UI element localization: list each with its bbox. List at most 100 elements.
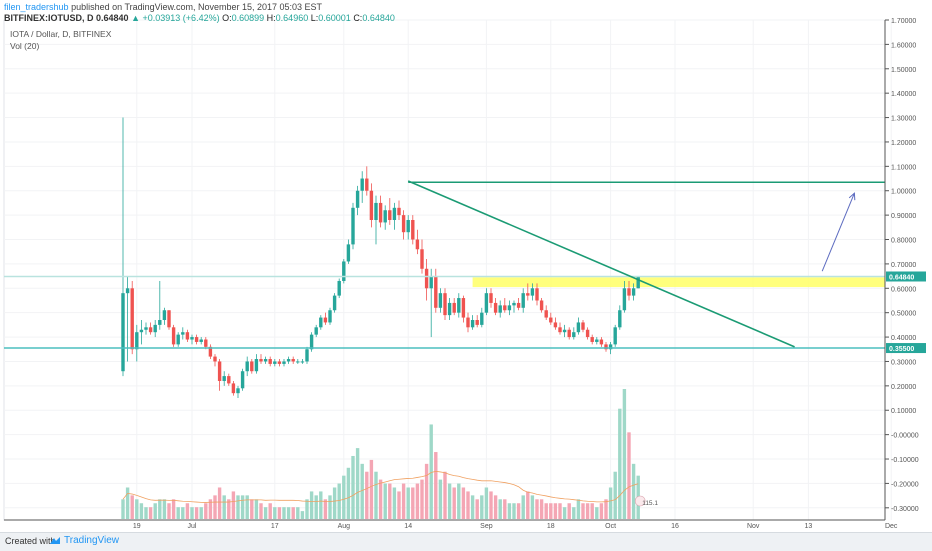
candle-body [512,302,516,306]
candle-body [608,344,613,350]
candle-body [254,359,259,372]
candle-body [332,295,337,311]
candle-body [636,276,640,289]
volume-bar [194,507,199,519]
candle-body [438,293,443,308]
volume-bar [392,487,397,519]
candle-body [369,190,374,220]
projection-arrow [821,192,855,272]
volume-bar [401,483,406,519]
candle-body [572,332,576,338]
volume-bar [604,499,608,519]
open-value: 0.60899 [231,13,265,23]
volume-bar [507,503,512,519]
y-tick-label: 0.20000 [891,384,916,391]
volume-bar [484,487,489,519]
candle-body [411,220,415,240]
volume-bar [613,471,617,519]
published-text: published on TradingView.com, November 1… [71,2,323,12]
price-chart[interactable]: 115.1 1.70000 1.60000 1.50000 1.40000 1.3000… [0,0,932,532]
y-tick-label: 0.50000 [891,311,916,318]
x-tick-label: Sep [480,523,493,530]
volume-bar [208,499,213,519]
drawn-lines: 115.1 [4,180,885,507]
volume-bar [595,507,599,519]
volume-bar [245,495,249,519]
volume-bar [631,463,636,519]
volume-bar [268,503,272,519]
flag-icon [634,495,646,507]
candle-body [323,317,328,323]
candle-body [613,327,617,345]
author-link[interactable]: filen_tradershub [4,2,69,12]
volume-bar [627,432,631,519]
volume-bar [383,483,387,519]
candle-body [125,288,130,294]
candle-body [144,327,148,330]
candle-body [424,268,429,289]
volume-bar [581,503,585,519]
volume-bar [544,503,548,519]
volume-bar [254,499,259,519]
candle-body [631,288,636,296]
candle-body [190,337,194,340]
volume-bar [498,499,502,519]
candle-body [268,359,272,364]
published-line: filen_tradershub published on TradingVie… [4,2,322,12]
volume-bar [466,491,470,519]
volume-bar [424,463,429,519]
candle-body [305,349,309,362]
candle-body [590,337,594,342]
volume-bar [314,495,318,519]
x-tick-label: 13 [805,523,813,530]
candle-body [231,383,236,394]
volume-bar [337,483,341,519]
candle-body [562,329,567,333]
x-axis: 19 Jul 17 Aug 14 Sep 18 Oct 16 Nov 13 Dec [4,519,898,530]
arrow-head [848,192,856,201]
candle-body [595,339,599,342]
volume-bar [470,495,475,519]
candle-body [185,332,190,340]
candle-body [503,305,507,311]
x-tick-label: Nov [747,523,760,530]
tradingview-link[interactable]: TradingView [64,535,120,546]
volume-bar [282,507,286,519]
candle-body [553,322,558,328]
candles [121,117,640,399]
candle-body [162,310,167,320]
candle-body [429,276,433,289]
candle-body [346,244,351,262]
volume-bar [121,499,125,519]
candle-body [286,359,291,362]
volume-bar [434,452,438,519]
candle-body [227,376,231,384]
candle-body [489,293,493,303]
candle-body [581,322,585,330]
candle-body [355,190,360,208]
candle-body [415,239,420,250]
volume-bar [365,471,369,519]
candle-body [388,210,392,220]
volume-bar [576,499,581,519]
volume-bar [562,507,567,519]
candle-body [535,288,539,301]
volume-bar [429,424,433,519]
volume-bar [125,487,130,519]
y-tick-label: 0.80000 [891,238,916,245]
y-tick-label: 0.60000 [891,286,916,293]
candle-body [443,293,447,316]
x-tick-label: Oct [605,523,616,530]
volume-bar [236,495,240,519]
volume-bar [130,495,134,519]
volume-bar [176,507,180,519]
volume-bar [374,471,378,519]
volume-bar [342,475,346,519]
volume-bars [121,389,640,519]
volume-bar [360,463,364,519]
candle-body [139,329,144,333]
volume-bar [286,507,291,519]
y-tick-label: -0.20000 [891,481,919,488]
volume-bar [300,511,305,519]
candle-body [176,334,180,345]
